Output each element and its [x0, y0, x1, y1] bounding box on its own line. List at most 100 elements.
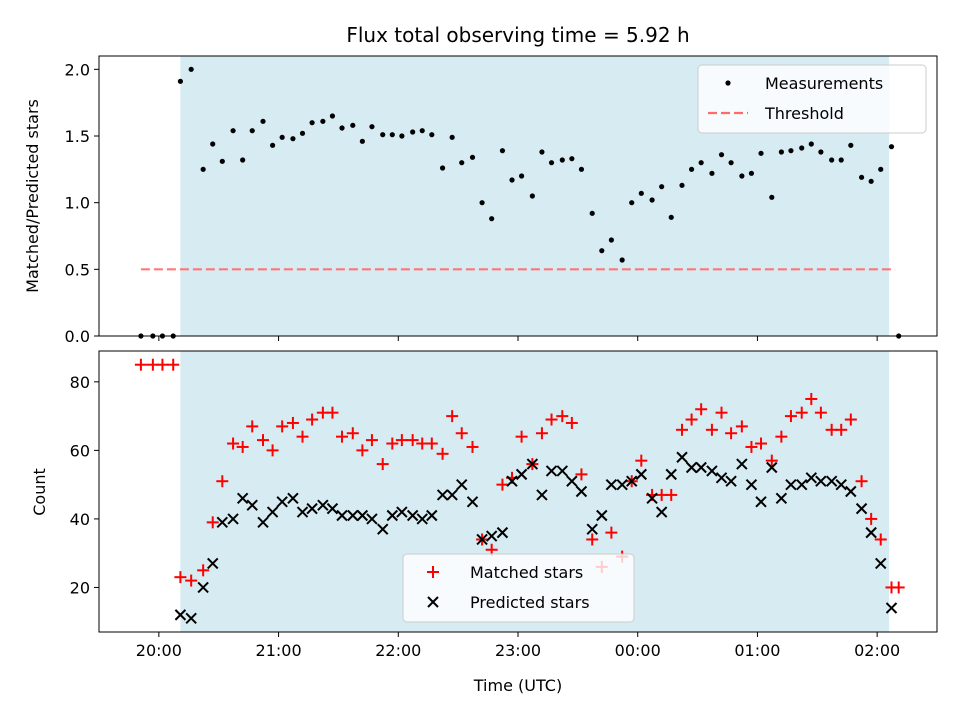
measurement-point: [739, 173, 745, 179]
matched-point: [835, 423, 848, 436]
measurement-point: [718, 152, 725, 158]
count-y-tick-label: 80: [70, 373, 90, 392]
measurement-point: [449, 134, 455, 140]
measurement-point: [260, 118, 266, 124]
measurement-point: [578, 166, 585, 172]
count-y-axis-label: Count: [30, 468, 49, 516]
x-tick-label: 21:00: [256, 641, 302, 660]
predicted-point: [227, 513, 239, 525]
measurement-point: [788, 148, 794, 154]
measurement-point: [848, 142, 854, 148]
legend-predicted-marker: [427, 596, 439, 608]
predicted-point: [885, 602, 898, 614]
measurement-point: [559, 157, 565, 163]
matched-point: [496, 478, 509, 491]
measurement-point: [369, 124, 375, 130]
measurement-point: [868, 178, 874, 184]
predicted-point: [287, 492, 299, 505]
matched-point: [236, 440, 249, 453]
measurement-point: [350, 122, 356, 128]
predicted-point: [466, 496, 479, 508]
predicted-point: [446, 489, 458, 501]
matched-point: [246, 420, 259, 433]
measurement-point: [608, 237, 614, 243]
measurement-point: [649, 197, 655, 203]
matched-point: [755, 437, 768, 450]
predicted-point: [575, 485, 588, 498]
measurement-point: [728, 160, 734, 166]
matched-point: [276, 420, 289, 433]
matched-point: [545, 413, 558, 426]
predicted-point: [185, 612, 197, 624]
measurement-point: [240, 157, 246, 163]
count-y-tick-label: 40: [70, 510, 90, 529]
x-tick-label: 22:00: [375, 641, 421, 660]
predicted-point: [456, 478, 468, 491]
measurement-point: [210, 141, 216, 147]
predicted-point: [695, 461, 707, 474]
predicted-point: [506, 475, 518, 487]
predicted-point: [347, 509, 359, 522]
measurement-point: [200, 166, 206, 172]
measurement-point: [419, 128, 425, 134]
matched-point: [676, 423, 689, 436]
matched-point: [386, 437, 399, 450]
measurement-point: [249, 128, 255, 134]
ratio-y-tick-label: 0.0: [65, 327, 90, 346]
predicted-point: [545, 465, 558, 477]
predicted-point: [526, 458, 539, 470]
predicted-point: [356, 509, 369, 522]
measurement-point: [459, 160, 465, 166]
predicted-point: [665, 468, 677, 481]
measurement-point: [188, 66, 194, 72]
predicted-point: [197, 581, 209, 594]
predicted-point: [605, 478, 618, 491]
measurement-point: [858, 174, 865, 180]
predicted-point: [436, 489, 449, 501]
matched-point: [775, 430, 788, 443]
matched-point: [725, 427, 738, 440]
predicted-point: [257, 516, 269, 529]
measurement-point: [329, 113, 336, 119]
matched-point: [346, 427, 359, 440]
x-tick-label: 23:00: [495, 641, 541, 660]
predicted-point: [296, 506, 309, 518]
matched-point: [805, 392, 818, 405]
measurement-point: [688, 166, 695, 172]
matched-point: [745, 440, 758, 453]
matched-point: [665, 488, 678, 501]
matched-point: [466, 440, 479, 453]
matched-point: [765, 454, 778, 467]
ratio-legend-box: [697, 64, 927, 134]
matched-point: [865, 512, 878, 525]
count-panel: 20 40 60 80 20:00 21:00 22:00 23:00 00:00 01:00 02…: [30, 350, 938, 695]
measurement-point: [518, 173, 525, 179]
measurement-point: [698, 160, 704, 166]
matched-point: [735, 420, 748, 433]
ratio-y-tick-label: 2.0: [65, 60, 90, 79]
matched-point: [326, 406, 339, 419]
matched-point: [855, 475, 868, 488]
measurement-point: [359, 138, 365, 144]
measurement-point: [589, 210, 595, 216]
matched-point: [874, 533, 887, 546]
predicted-point: [845, 485, 857, 498]
predicted-point: [706, 465, 718, 477]
matched-point: [356, 444, 369, 457]
x-axis-label: Time (UTC): [473, 676, 562, 695]
predicted-point: [246, 499, 258, 511]
measurement-point: [299, 130, 306, 136]
matched-point: [425, 437, 438, 450]
measurement-point: [489, 216, 495, 222]
measurement-point: [799, 145, 805, 151]
measurement-point: [539, 149, 545, 155]
predicted-point: [725, 475, 737, 487]
predicted-point: [855, 502, 868, 515]
measurement-point: [548, 160, 555, 166]
predicted-point: [775, 492, 788, 505]
predicted-point: [556, 465, 569, 477]
measurement-point: [399, 133, 405, 139]
legend-predicted-label: Predicted stars: [470, 593, 590, 612]
measurement-point: [219, 158, 225, 164]
measurement-point: [668, 214, 674, 220]
